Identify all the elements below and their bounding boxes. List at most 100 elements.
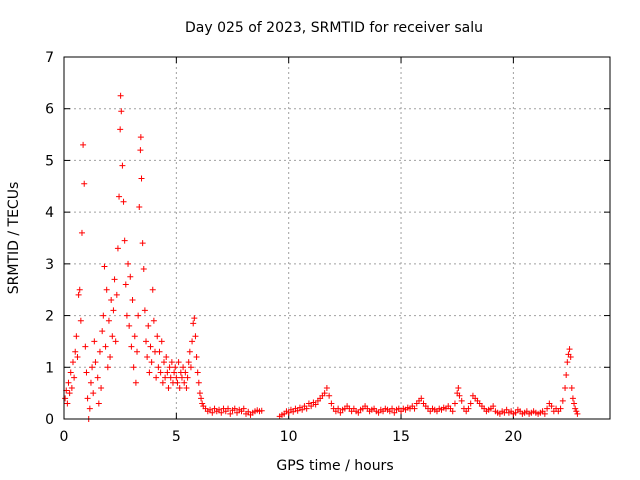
data-point — [101, 263, 108, 270]
y-tick-label: 1 — [45, 360, 54, 376]
data-points — [62, 92, 581, 422]
data-point — [563, 372, 570, 379]
data-point — [245, 408, 252, 415]
data-point — [117, 92, 124, 99]
data-point — [375, 409, 382, 416]
data-point — [323, 384, 330, 391]
data-point — [146, 369, 153, 376]
x-axis-label: GPS time / hours — [276, 458, 393, 474]
data-point — [125, 260, 132, 267]
data-point — [162, 374, 169, 381]
data-point — [158, 338, 165, 345]
data-point — [564, 359, 571, 366]
data-point — [109, 333, 116, 340]
data-point — [190, 320, 197, 327]
data-point — [92, 359, 99, 366]
data-point — [562, 384, 569, 391]
data-point — [64, 400, 71, 407]
data-point — [490, 403, 497, 410]
data-point — [187, 364, 194, 371]
y-tick-label: 0 — [45, 412, 54, 428]
data-point — [258, 407, 265, 414]
data-point — [150, 317, 157, 324]
data-point — [140, 266, 147, 273]
data-point — [75, 291, 82, 298]
data-point — [467, 400, 474, 407]
data-point — [227, 410, 234, 417]
data-point — [173, 374, 180, 381]
data-point — [195, 379, 202, 386]
data-point — [559, 397, 566, 404]
data-point — [143, 338, 150, 345]
data-point — [186, 348, 193, 355]
data-point — [182, 369, 189, 376]
data-point — [326, 392, 333, 399]
data-point — [86, 405, 93, 412]
data-point — [81, 180, 88, 187]
data-point — [411, 405, 418, 412]
y-tick-label: 4 — [45, 205, 54, 221]
data-point — [108, 297, 115, 304]
x-tick-label: 10 — [280, 429, 298, 445]
data-point — [117, 126, 124, 133]
data-point — [147, 343, 154, 350]
data-point — [68, 384, 75, 391]
data-point — [136, 203, 143, 210]
data-point — [71, 374, 78, 381]
data-point — [132, 379, 139, 386]
data-point — [82, 343, 89, 350]
data-point — [80, 141, 87, 148]
data-point — [174, 379, 181, 386]
data-point — [321, 390, 328, 397]
data-point — [91, 338, 98, 345]
axis-ticks: 0 5 10 15 20 0 1 2 3 4 5 6 7 — [45, 50, 610, 445]
data-point — [87, 379, 94, 386]
data-point — [102, 343, 109, 350]
data-point — [568, 384, 575, 391]
data-point — [77, 317, 84, 324]
data-point — [157, 369, 164, 376]
data-point — [139, 240, 146, 247]
data-point — [128, 343, 135, 350]
data-point — [299, 406, 306, 413]
data-point — [573, 408, 580, 415]
data-point — [183, 384, 190, 391]
y-tick-label: 3 — [45, 257, 54, 273]
data-point — [72, 348, 79, 355]
data-point — [180, 364, 187, 371]
data-point — [129, 297, 136, 304]
data-point — [154, 333, 161, 340]
data-point — [294, 407, 301, 414]
data-point — [164, 369, 171, 376]
data-point — [192, 333, 199, 340]
data-point — [66, 390, 73, 397]
data-point — [145, 322, 152, 329]
data-point — [567, 353, 574, 360]
data-point — [166, 364, 173, 371]
data-point — [149, 286, 156, 293]
data-point — [171, 369, 178, 376]
data-point — [137, 147, 144, 154]
data-point — [308, 403, 315, 410]
data-point — [572, 405, 579, 412]
data-point — [76, 286, 83, 293]
data-point — [116, 193, 123, 200]
data-point — [137, 134, 144, 141]
data-point — [90, 390, 97, 397]
data-point — [78, 229, 85, 236]
data-point — [155, 364, 162, 371]
data-point — [83, 369, 90, 376]
data-point — [290, 408, 297, 415]
data-point — [135, 312, 142, 319]
data-point — [111, 276, 118, 283]
y-tick-label: 6 — [45, 102, 54, 118]
data-point — [138, 175, 145, 182]
data-point — [159, 379, 166, 386]
data-point — [130, 364, 137, 371]
data-point — [285, 409, 292, 416]
data-point — [548, 403, 555, 410]
plot-frame — [63, 56, 611, 420]
data-point — [557, 405, 564, 412]
x-tick-label: 0 — [60, 429, 69, 445]
data-point — [126, 322, 133, 329]
